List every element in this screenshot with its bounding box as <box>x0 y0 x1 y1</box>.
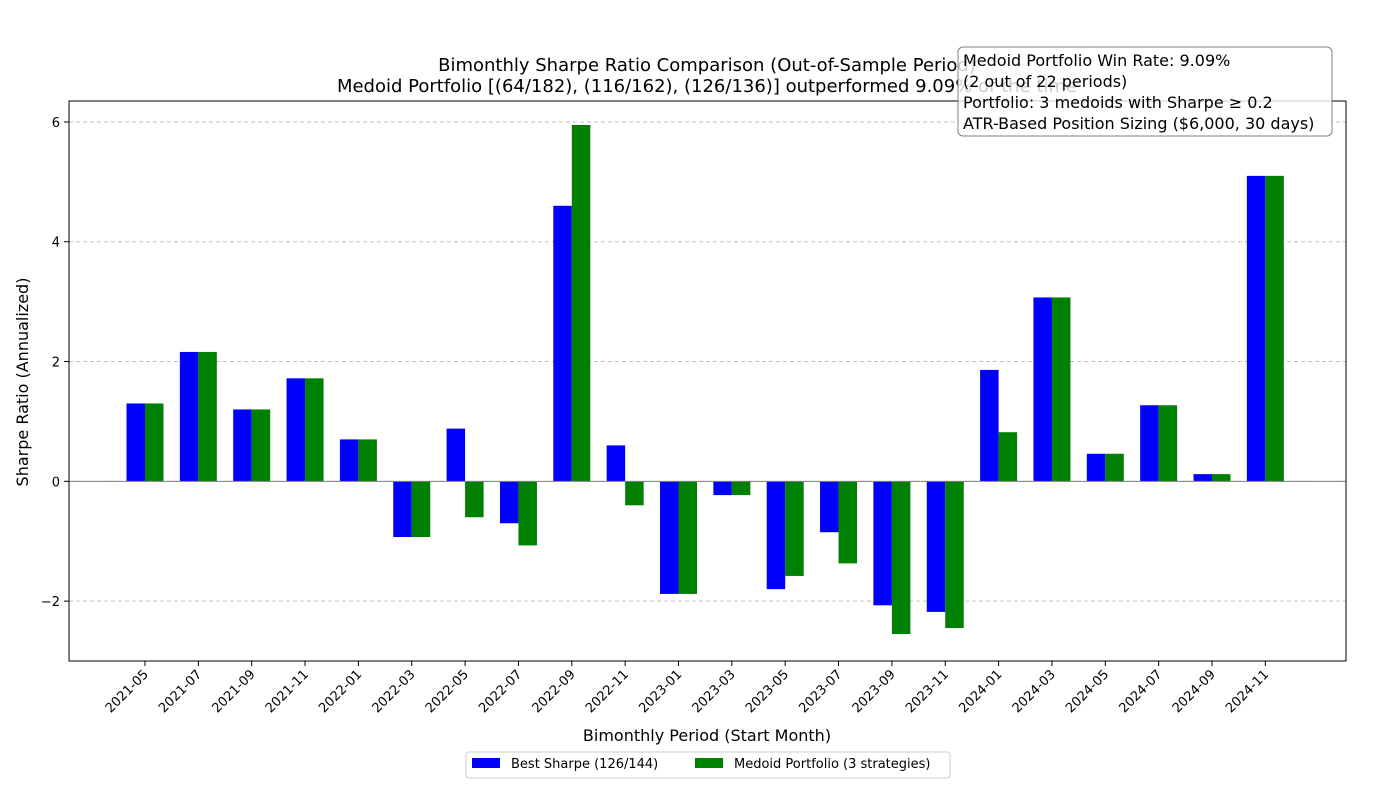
bar-medoid-portfolio-2022-11 <box>625 481 644 506</box>
bar-medoid-portfolio-2024-11 <box>1265 175 1284 482</box>
x-tick-label: 2022-01 <box>316 667 365 716</box>
legend: Best Sharpe (126/144) Medoid Portfolio (… <box>465 751 951 779</box>
x-tick-label: 2021-09 <box>210 667 259 716</box>
bar-medoid-portfolio-2022-09 <box>571 124 591 482</box>
chart-title: Bimonthly Sharpe Ratio Comparison (Out-o… <box>438 55 976 76</box>
bar-best-sharpe-2024-09 <box>1193 474 1212 482</box>
bar-medoid-portfolio-2023-03 <box>731 481 751 496</box>
annotation-line-4: ATR-Based Position Sizing ($6,000, 30 da… <box>963 114 1314 133</box>
x-tick-label: 2022-03 <box>370 667 419 716</box>
x-tick-label: 2021-07 <box>156 667 205 716</box>
annotation-frame <box>957 46 1333 137</box>
x-axis-label: Bimonthly Period (Start Month) <box>583 726 831 745</box>
bar-medoid-portfolio-2022-05 <box>465 481 484 518</box>
bar-best-sharpe-2022-03 <box>393 481 412 538</box>
bar-best-sharpe-2024-03 <box>1033 297 1052 482</box>
y-tick-label: −2 <box>41 595 60 610</box>
bar-best-sharpe-2023-09 <box>873 481 892 606</box>
bar-best-sharpe-2023-03 <box>713 481 732 496</box>
bar-best-sharpe-2022-09 <box>553 205 572 482</box>
x-tick-label: 2023-05 <box>743 667 792 716</box>
x-tick-label: 2023-09 <box>850 667 899 716</box>
x-tick-label: 2024-11 <box>1223 667 1272 716</box>
x-tick-label: 2021-11 <box>263 667 312 716</box>
bar-best-sharpe-2023-05 <box>766 481 786 590</box>
y-tick-label: 6 <box>52 116 60 131</box>
bar-best-sharpe-2022-01 <box>339 439 359 482</box>
y-tick-label: 4 <box>52 236 60 251</box>
x-tick-label: 2022-07 <box>476 667 525 716</box>
y-axis-ticks: −2 0 2 4 6 <box>41 116 69 610</box>
y-tick-label: 0 <box>52 475 60 490</box>
bar-best-sharpe-2024-07 <box>1140 405 1159 482</box>
bar-medoid-portfolio-2023-01 <box>678 481 697 594</box>
legend-swatch-medoid-portfolio <box>695 758 723 768</box>
bar-medoid-portfolio-2021-09 <box>251 409 271 482</box>
bar-best-sharpe-2024-11 <box>1246 175 1266 482</box>
bars <box>126 124 1284 635</box>
y-tick-label: 2 <box>52 356 60 371</box>
bar-best-sharpe-2023-11 <box>926 481 946 612</box>
bar-best-sharpe-2024-01 <box>980 369 999 482</box>
grid-lines <box>69 121 1346 602</box>
bar-medoid-portfolio-2022-01 <box>358 439 377 482</box>
bar-best-sharpe-2023-01 <box>660 481 679 594</box>
bar-best-sharpe-2022-11 <box>606 445 626 482</box>
x-tick-label: 2021-05 <box>103 667 152 716</box>
x-tick-label: 2023-07 <box>796 667 845 716</box>
x-tick-label: 2023-01 <box>636 667 685 716</box>
bar-best-sharpe-2024-05 <box>1086 453 1106 482</box>
legend-label-best-sharpe: Best Sharpe (126/144) <box>511 757 658 772</box>
bar-medoid-portfolio-2021-07 <box>198 351 217 482</box>
annotation-box: Medoid Portfolio Win Rate: 9.09% (2 out … <box>957 46 1333 137</box>
bar-best-sharpe-2022-07 <box>499 481 519 524</box>
bar-medoid-portfolio-2021-05 <box>145 403 164 482</box>
bar-medoid-portfolio-2024-03 <box>1051 297 1071 482</box>
x-tick-label: 2024-07 <box>1116 667 1165 716</box>
x-tick-label: 2022-11 <box>583 667 632 716</box>
bar-best-sharpe-2021-07 <box>179 351 199 482</box>
bar-medoid-portfolio-2024-01 <box>998 432 1018 482</box>
x-tick-label: 2023-03 <box>690 667 739 716</box>
bar-medoid-portfolio-2024-07 <box>1158 405 1178 482</box>
bar-best-sharpe-2021-11 <box>286 378 306 482</box>
x-tick-label: 2024-05 <box>1063 667 1112 716</box>
bar-medoid-portfolio-2023-09 <box>891 481 911 635</box>
bar-medoid-portfolio-2022-07 <box>518 481 537 546</box>
x-tick-label: 2024-01 <box>956 667 1005 716</box>
bar-medoid-portfolio-2023-05 <box>785 481 804 576</box>
bar-best-sharpe-2021-09 <box>233 409 252 482</box>
legend-label-medoid-portfolio: Medoid Portfolio (3 strategies) <box>734 757 931 772</box>
bar-medoid-portfolio-2024-09 <box>1212 474 1231 482</box>
bar-medoid-portfolio-2024-05 <box>1105 453 1124 482</box>
legend-swatch-best-sharpe <box>472 758 500 768</box>
plot-frame <box>68 100 1347 662</box>
annotation-line-3: Portfolio: 3 medoids with Sharpe ≥ 0.2 <box>963 93 1273 112</box>
bar-best-sharpe-2023-07 <box>820 481 839 533</box>
bar-medoid-portfolio-2021-11 <box>305 378 324 482</box>
x-tick-label: 2022-09 <box>530 667 579 716</box>
bar-medoid-portfolio-2023-07 <box>838 481 858 564</box>
y-axis-label: Sharpe Ratio (Annualized) <box>13 278 32 487</box>
bar-medoid-portfolio-2022-03 <box>411 481 431 538</box>
bar-best-sharpe-2022-05 <box>446 428 466 482</box>
chart-subtitle: Medoid Portfolio [(64/182), (116/162), (… <box>337 76 1077 97</box>
x-tick-label: 2024-09 <box>1170 667 1219 716</box>
annotation-line-2: (2 out of 22 periods) <box>963 72 1127 91</box>
x-axis-ticks: 2021-05 2021-07 2021-09 2021-11 2022-01 2022-… <box>103 661 1272 716</box>
x-tick-label: 2023-11 <box>903 667 952 716</box>
bar-medoid-portfolio-2023-11 <box>945 481 964 629</box>
annotation-line-1: Medoid Portfolio Win Rate: 9.09% <box>963 51 1230 70</box>
x-tick-label: 2024-03 <box>1010 667 1059 716</box>
x-tick-label: 2022-05 <box>423 667 472 716</box>
bar-best-sharpe-2021-05 <box>126 403 145 482</box>
